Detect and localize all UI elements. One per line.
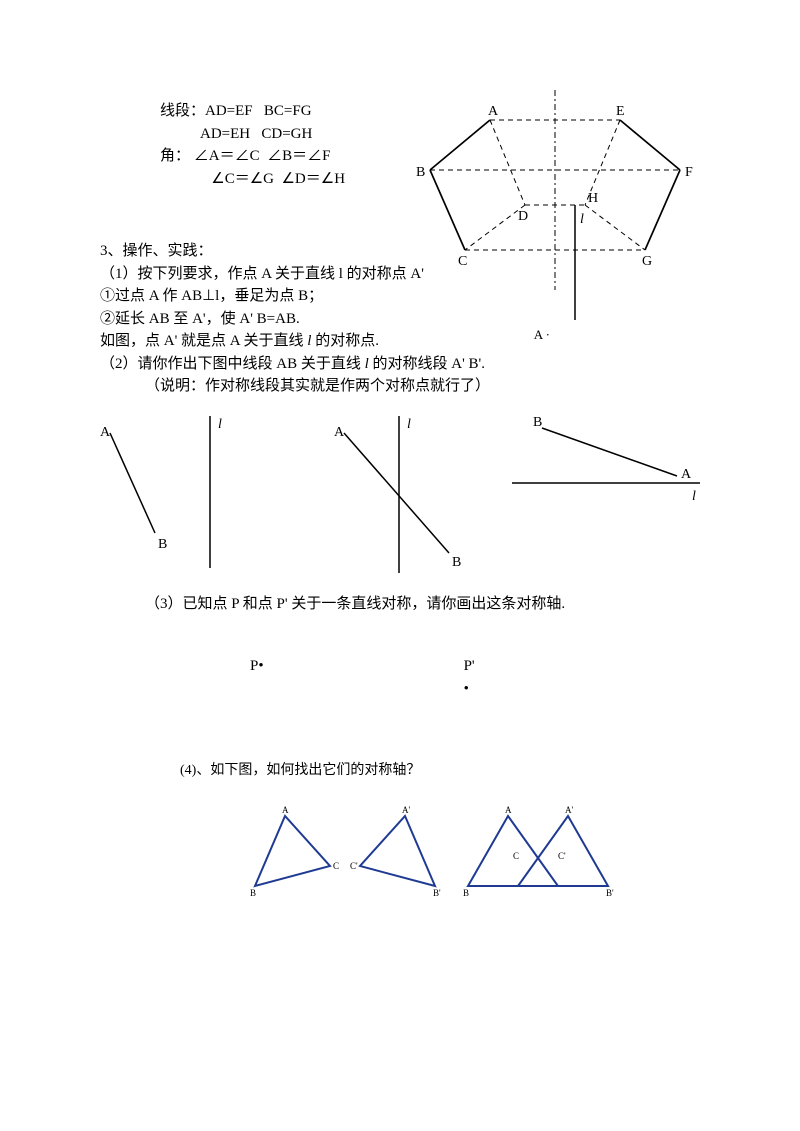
svg-text:A: A: [681, 467, 692, 482]
svg-text:B: B: [463, 888, 469, 898]
svg-text:A: A: [334, 425, 345, 440]
svg-text:B: B: [452, 555, 461, 570]
label-D: D: [518, 209, 528, 224]
subfig-3: l B A: [507, 408, 700, 528]
svg-text:A: A: [100, 425, 111, 440]
label-A: A: [488, 104, 499, 119]
axis-l-small: l: [560, 205, 590, 325]
svg-text:l: l: [407, 417, 411, 432]
svg-text:l: l: [692, 489, 696, 504]
eq-angle-b-f: ∠B＝∠F: [267, 148, 330, 164]
svg-text:A': A': [565, 805, 573, 815]
q4-title: (4)、如下图，如何找出它们的对称轴？: [180, 760, 700, 781]
label-F: F: [685, 165, 693, 180]
point-P: P•: [250, 655, 264, 700]
svg-text:A: A: [505, 805, 512, 815]
subfig-1: l A B: [100, 408, 274, 578]
label-segments: 线段：: [160, 103, 205, 119]
q3-title: 3、操作、实践：: [100, 240, 700, 263]
svg-text:C': C': [558, 851, 566, 861]
q3-p6: （说明：作对称线段其实就是作两个对称点就行了）: [100, 375, 700, 398]
svg-text:C: C: [513, 851, 519, 861]
label-E: E: [616, 104, 625, 119]
q3-p5: （2）请你作出下图中线段 AB 关于直线 l 的对称线段 A' B'.: [100, 353, 700, 376]
label-H: H: [588, 191, 598, 206]
eq-cd-gh: CD=GH: [261, 126, 312, 142]
eq-ad-ef: AD=EF: [205, 103, 253, 119]
triangle-pair-separate: A B C A' B' C': [250, 801, 450, 901]
eq-angle-a-c: ∠A＝∠C: [194, 148, 260, 164]
eq-angle-d-h: ∠D＝∠H: [281, 171, 345, 187]
label-l: l: [580, 212, 584, 227]
point-P-prime: P'•: [464, 655, 475, 700]
svg-text:C': C': [350, 861, 358, 871]
q3-p3: ②延长 AB 至 A'，使 A' B=AB.: [100, 308, 700, 331]
svg-text:C: C: [333, 861, 339, 871]
three-subfigs: l A B l A B l B A: [100, 408, 700, 578]
eq-ad-eh: AD=EH: [200, 126, 250, 142]
q3-p7: （3）已知点 P 和点 P' 关于一条直线对称，请你画出这条对称轴.: [100, 593, 700, 616]
a-point-marker: A ·: [534, 325, 550, 345]
q4-block: (4)、如下图，如何找出它们的对称轴？ A B C A' B' C' A A' …: [100, 760, 700, 901]
q3-p1: （1）按下列要求，作点 A 关于直线 l 的对称点 A': [100, 263, 700, 286]
eq-angle-c-g: ∠C＝∠G: [211, 171, 274, 187]
svg-text:B: B: [533, 415, 542, 430]
svg-text:A': A': [402, 805, 410, 815]
svg-text:B': B': [606, 888, 614, 898]
triangle-pair-overlap: A A' B B' C C': [458, 801, 618, 901]
p-points-row: P• P'•: [100, 655, 700, 700]
q3-p2: ①过点 A 作 AB⊥l，垂足为点 B；: [100, 285, 700, 308]
label-B: B: [416, 165, 425, 180]
svg-text:A: A: [282, 805, 289, 815]
label-angles: 角：: [160, 148, 190, 164]
q3-block: l A · 3、操作、实践： （1）按下列要求，作点 A 关于直线 l 的对称点…: [100, 240, 700, 398]
eq-bc-fg: BC=FG: [264, 103, 312, 119]
subfig-2: l A B: [304, 408, 478, 578]
svg-text:B': B': [433, 888, 441, 898]
svg-text:l: l: [218, 417, 222, 432]
equations-and-figure: 线段：AD=EF BC=FG AD=EH CD=GH 角： ∠A＝∠C ∠B＝∠…: [100, 100, 700, 190]
q3-p4: 如图，点 A' 就是点 A 关于直线 l 的对称点.: [100, 330, 700, 353]
svg-text:B: B: [158, 537, 167, 552]
svg-text:B: B: [250, 888, 256, 898]
